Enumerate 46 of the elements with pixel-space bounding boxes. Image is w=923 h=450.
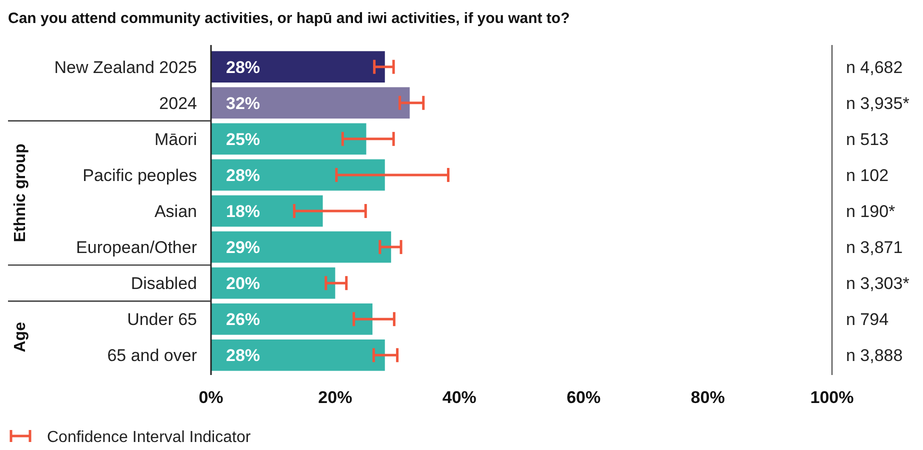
text: n 3,303* [846, 274, 910, 294]
y-tick-label: Asian [154, 202, 197, 221]
bar [211, 123, 366, 155]
x-tick-label: 80% [690, 388, 725, 407]
bar [211, 339, 385, 371]
text: Ethnic group [12, 143, 29, 242]
x-tick-label: 60% [566, 388, 601, 407]
x-tick-label: 20% [318, 388, 352, 407]
data-label: 28% [226, 346, 260, 366]
text: n 3,871 [846, 238, 903, 258]
bar [211, 51, 385, 83]
y-tick-label: European/Other [76, 238, 198, 258]
x-tick-label: 0% [198, 388, 224, 407]
bar [211, 87, 410, 119]
data-label: 28% [226, 166, 260, 185]
y-tick-label: Pacific peoples [82, 166, 197, 185]
data-label: 18% [226, 202, 260, 221]
text: Confidence Interval Indicator [47, 429, 252, 446]
text: n 513 [846, 130, 889, 149]
text: Age [12, 322, 29, 352]
y-tick-label: Under 65 [127, 310, 197, 330]
bar [211, 159, 385, 191]
data-label: 25% [226, 130, 260, 149]
text: n 102 [846, 166, 889, 185]
text: n 3,888 [846, 346, 903, 366]
data-label: 20% [226, 274, 260, 294]
bar [211, 231, 392, 263]
data-label: 28% [226, 58, 260, 77]
y-tick-label: New Zealand 2025 [54, 58, 197, 77]
data-label: 26% [226, 310, 260, 330]
data-label: 32% [226, 94, 260, 113]
text: n 3,935* [846, 94, 910, 113]
text: n 4,682 [846, 58, 903, 77]
y-tick-label: 65 and over [107, 346, 198, 366]
data-label: 29% [226, 238, 260, 258]
chart-title: Can you attend community activities, or hapū and iwi activities, if you want to? [8, 10, 570, 27]
y-tick-label: Disabled [130, 274, 197, 294]
bar [211, 267, 336, 299]
y-tick-label: 2024 [159, 94, 197, 113]
bar [211, 195, 323, 227]
bar [211, 303, 372, 335]
text: n 794 [846, 310, 889, 330]
text: n 190* [846, 202, 896, 221]
x-tick-label: 100% [810, 388, 854, 407]
y-tick-label: Māori [154, 130, 197, 149]
x-tick-label: 40% [442, 388, 476, 407]
